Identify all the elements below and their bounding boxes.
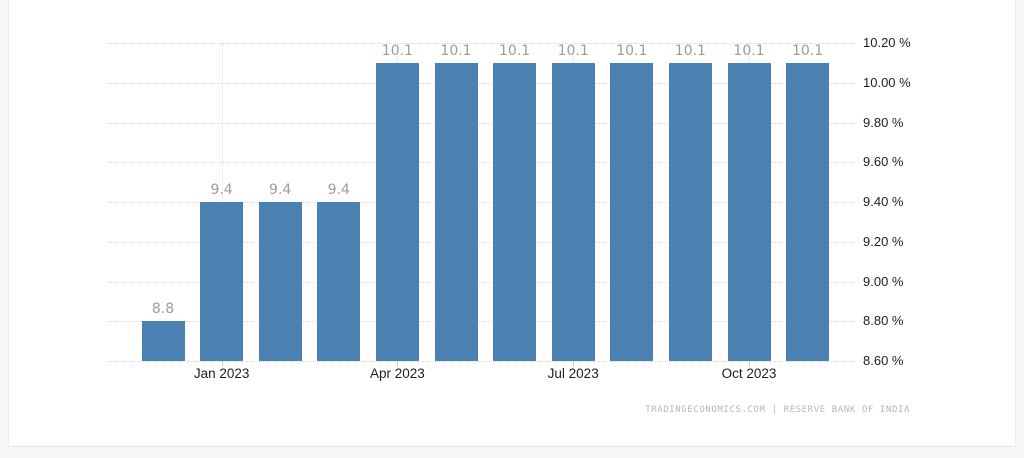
bar-value-label: 9.4 xyxy=(210,182,233,198)
y-tick-label: 10.20 % xyxy=(863,35,911,50)
x-tick-mark xyxy=(749,361,750,366)
gridline xyxy=(108,122,856,124)
bar-value-label: 8.8 xyxy=(151,301,175,318)
x-tick-label: Jul 2023 xyxy=(547,366,599,381)
y-tick-label: 8.80 % xyxy=(863,313,904,329)
bar[interactable] xyxy=(727,62,771,361)
bar[interactable] xyxy=(434,62,478,361)
gridline xyxy=(108,202,856,203)
gridline xyxy=(108,162,856,164)
y-tick-label: 10.00 % xyxy=(863,74,911,90)
bar[interactable] xyxy=(551,62,595,361)
x-tick-mark xyxy=(573,361,575,366)
gridline xyxy=(108,361,856,362)
bar-value-label: 10.1 xyxy=(616,42,648,59)
bar-value-label: 9.4 xyxy=(269,182,292,198)
bar-value-label: 10.1 xyxy=(792,42,824,59)
y-tick-label: 9.20 % xyxy=(863,233,904,249)
bar-value-label: 10.1 xyxy=(733,42,765,59)
bar[interactable] xyxy=(668,62,712,361)
x-tick-label: Oct 2023 xyxy=(721,366,777,381)
bar-value-label: 10.1 xyxy=(557,42,589,59)
bar-value-label: 10.1 xyxy=(674,42,706,59)
x-tick-label: Jan 2023 xyxy=(193,366,250,381)
bar-value-label: 10.1 xyxy=(381,42,413,59)
bar[interactable] xyxy=(786,62,830,361)
gridline xyxy=(108,321,856,323)
x-tick-mark xyxy=(397,361,399,366)
plot-area: 8.8 9.4 9.4 9.4 10.1 10.1 10.1 10.1 10.1 10.1 10.1… xyxy=(108,42,856,362)
bar[interactable] xyxy=(610,62,654,361)
y-tick-label: 9.80 % xyxy=(863,114,904,130)
x-tick-mark xyxy=(221,361,223,366)
bar-value-label: 10.1 xyxy=(499,42,531,59)
gridline xyxy=(108,241,856,243)
y-tick-label: 9.40 % xyxy=(863,194,904,209)
gridline xyxy=(108,82,856,84)
y-tick-label: 9.00 % xyxy=(863,273,904,289)
bar[interactable] xyxy=(375,62,419,361)
chart-card: 8.8 9.4 9.4 9.4 10.1 10.1 10.1 10.1 10.1 10.1 10.1… xyxy=(8,0,1016,447)
bar[interactable] xyxy=(493,62,537,361)
gridline xyxy=(108,281,856,283)
y-tick-label: 9.60 % xyxy=(863,154,904,170)
bar-value-label: 10.1 xyxy=(440,42,472,59)
x-tick-label: Apr 2023 xyxy=(369,366,425,381)
bar[interactable] xyxy=(317,202,361,361)
bar-value-label: 9.4 xyxy=(327,182,350,198)
y-tick-label: 8.60 % xyxy=(863,353,904,368)
attribution-text: TRADINGECONOMICS.COM | RESERVE BANK OF I… xyxy=(645,405,910,415)
bar[interactable] xyxy=(141,321,185,361)
gridline xyxy=(108,43,856,44)
bar[interactable] xyxy=(258,202,302,361)
bar[interactable] xyxy=(200,202,244,361)
